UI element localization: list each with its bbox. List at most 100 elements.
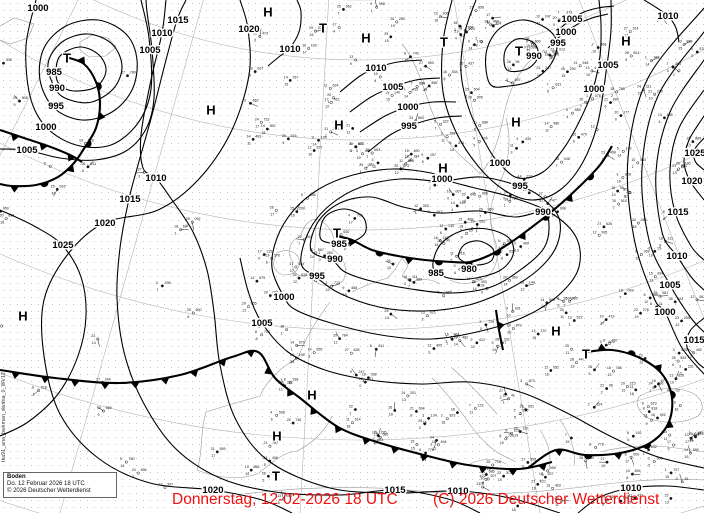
svg-text:598: 598	[279, 410, 285, 414]
svg-text:590: 590	[693, 448, 699, 452]
svg-text:628: 628	[353, 348, 359, 352]
svg-text:2: 2	[479, 320, 481, 324]
svg-text:8: 8	[482, 481, 484, 485]
svg-text:2: 2	[156, 281, 158, 285]
svg-text:24: 24	[504, 190, 508, 194]
svg-text:11: 11	[473, 120, 477, 124]
svg-text:916: 916	[59, 184, 65, 188]
svg-text:20: 20	[522, 45, 526, 49]
svg-text:25: 25	[186, 217, 190, 221]
svg-text:1: 1	[318, 251, 320, 255]
svg-text:8: 8	[187, 315, 189, 319]
svg-text:13: 13	[607, 373, 611, 377]
station-plot: 9 226 0	[503, 428, 520, 439]
svg-text:17: 17	[600, 322, 604, 326]
svg-text:624: 624	[333, 83, 339, 87]
svg-text:10: 10	[626, 469, 630, 473]
svg-text:18: 18	[544, 53, 548, 57]
station-plot: 5 85 9	[460, 228, 473, 239]
svg-text:5: 5	[264, 463, 266, 467]
svg-text:15: 15	[385, 39, 389, 43]
svg-text:369: 369	[512, 275, 518, 279]
cold-front-triangle	[70, 379, 80, 387]
isobar-label: 1005	[597, 60, 619, 71]
isobar-label: 1020	[94, 218, 115, 229]
svg-text:12: 12	[688, 355, 692, 359]
svg-text:109: 109	[321, 135, 327, 139]
svg-text:5: 5	[449, 141, 451, 145]
svg-text:24: 24	[132, 468, 136, 472]
svg-text:0: 0	[319, 258, 321, 262]
warm-front-semicircle	[627, 350, 636, 356]
svg-text:559: 559	[219, 447, 225, 451]
isobar-985	[319, 208, 367, 245]
svg-text:200: 200	[299, 207, 305, 211]
coastline	[636, 388, 703, 423]
station-plot: 3 634 6	[556, 296, 572, 307]
svg-text:3: 3	[372, 158, 374, 162]
svg-text:0: 0	[454, 264, 456, 268]
svg-text:013: 013	[559, 48, 565, 52]
svg-text:6: 6	[499, 434, 501, 438]
svg-text:007: 007	[455, 190, 461, 194]
svg-text:7: 7	[366, 155, 368, 159]
station-plot: 1 263 0	[318, 251, 333, 262]
svg-text:746: 746	[295, 418, 301, 422]
svg-text:12: 12	[158, 482, 162, 486]
svg-text:9: 9	[370, 2, 372, 6]
svg-text:265: 265	[522, 409, 528, 413]
svg-text:1: 1	[431, 442, 433, 446]
svg-text:552: 552	[479, 219, 485, 223]
svg-text:864: 864	[453, 332, 459, 336]
svg-text:19: 19	[514, 434, 518, 438]
svg-text:18: 18	[405, 155, 409, 159]
station-plot: 12 571 0	[359, 377, 374, 388]
svg-text:15: 15	[386, 97, 390, 101]
svg-text:263: 263	[327, 251, 333, 255]
svg-text:29: 29	[13, 96, 17, 100]
station-plot: 24 896 1	[649, 382, 664, 393]
svg-text:1: 1	[328, 100, 330, 104]
svg-text:15: 15	[657, 246, 661, 250]
coastline	[431, 377, 517, 463]
svg-text:99: 99	[620, 186, 624, 190]
svg-text:14: 14	[645, 63, 649, 67]
svg-text:14: 14	[540, 298, 544, 302]
svg-text:19: 19	[689, 439, 693, 443]
station-plot: 16 007 0	[447, 187, 461, 201]
svg-text:25: 25	[337, 4, 341, 8]
svg-text:400: 400	[413, 149, 419, 153]
svg-text:626: 626	[678, 374, 684, 378]
svg-text:13: 13	[658, 113, 662, 117]
station-plot: 2 412 12	[470, 338, 485, 349]
isobar-label: 1025	[684, 148, 704, 159]
svg-text:26: 26	[81, 162, 85, 166]
station-plot: 15 446 7	[555, 157, 570, 168]
svg-text:157: 157	[430, 153, 436, 157]
caption-copyright: (C) 2026 Deutscher Wetterdienst	[433, 491, 660, 508]
svg-text:14: 14	[450, 148, 454, 152]
svg-text:3: 3	[501, 250, 503, 254]
station-plot: 155899	[96, 406, 112, 417]
svg-text:18: 18	[434, 243, 438, 247]
svg-text:12: 12	[593, 230, 597, 234]
svg-text:10: 10	[507, 331, 511, 335]
svg-text:19: 19	[526, 44, 530, 48]
station-plot: 6 613	[642, 402, 657, 409]
svg-text:21: 21	[648, 89, 652, 93]
station-plot: 81200	[663, 210, 678, 221]
svg-text:686: 686	[652, 293, 658, 297]
svg-text:729: 729	[508, 434, 514, 438]
svg-text:9: 9	[282, 141, 284, 145]
station-plot: 8 000 17	[625, 452, 639, 465]
isobar-label: 990	[526, 51, 542, 62]
station-plot: 14 579	[250, 276, 265, 283]
station-plot: 27 314 13	[624, 27, 639, 38]
svg-text:6: 6	[547, 90, 549, 94]
station-plot: 26 180 4	[676, 162, 691, 173]
svg-text:6: 6	[526, 40, 528, 44]
station-plot: 9 998 1	[370, 0, 385, 13]
svg-text:95: 95	[516, 60, 520, 64]
svg-text:18: 18	[309, 275, 313, 279]
svg-text:1: 1	[586, 94, 588, 98]
